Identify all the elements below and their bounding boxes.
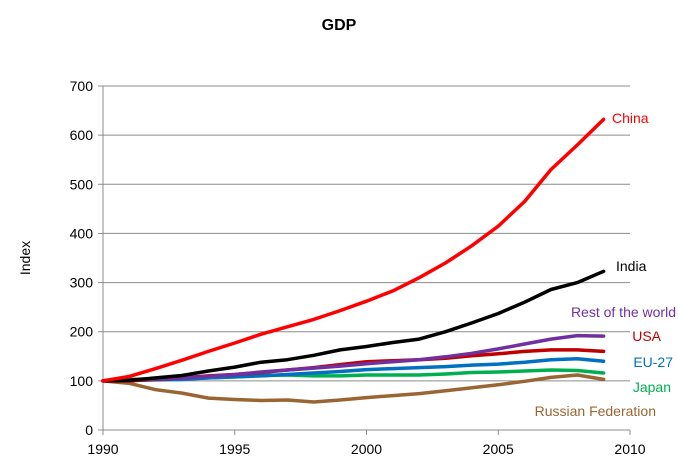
x-tick-label: 2010 [614,441,645,457]
y-tick-label: 300 [70,275,94,291]
series-label-china: China [612,110,649,126]
y-tick-label: 400 [70,225,94,241]
series-line-rest-of-the-world [101,333,606,383]
y-tick-label: 600 [70,127,94,143]
x-tick-label: 2005 [483,441,514,457]
series-label-usa: USA [632,328,661,344]
series-label-russian-federation: Russian Federation [535,403,656,419]
series-line-china [101,117,606,383]
series-line-russian-federation [101,373,606,404]
y-tick-label: 200 [70,324,94,340]
chart-title: GDP [321,17,357,34]
series-label-india: India [616,258,647,274]
series-labels: China India Rest of the world USA EU-27 Japan… [535,110,676,419]
series-lines [101,117,606,404]
y-tick-label: 500 [70,176,94,192]
series-label-eu-27: EU-27 [633,354,673,370]
series-line-india [101,269,606,383]
series-label-rest-of-the-world: Rest of the world [571,304,676,320]
y-tick-label: 700 [70,78,94,94]
axes [98,85,631,435]
y-tick-label: 100 [70,373,94,389]
y-tick-label: 0 [85,422,93,438]
series-label-japan: Japan [633,379,671,395]
x-tick-label: 1995 [219,441,250,457]
x-tick-label: 1990 [87,441,118,457]
tick-labels: 0 100 200 300 400 500 600 700 1990 1995 2000 2005 20… [70,78,646,457]
x-tick-label: 2000 [351,441,382,457]
gridlines [103,85,630,382]
y-axis-label: Index [17,241,33,275]
